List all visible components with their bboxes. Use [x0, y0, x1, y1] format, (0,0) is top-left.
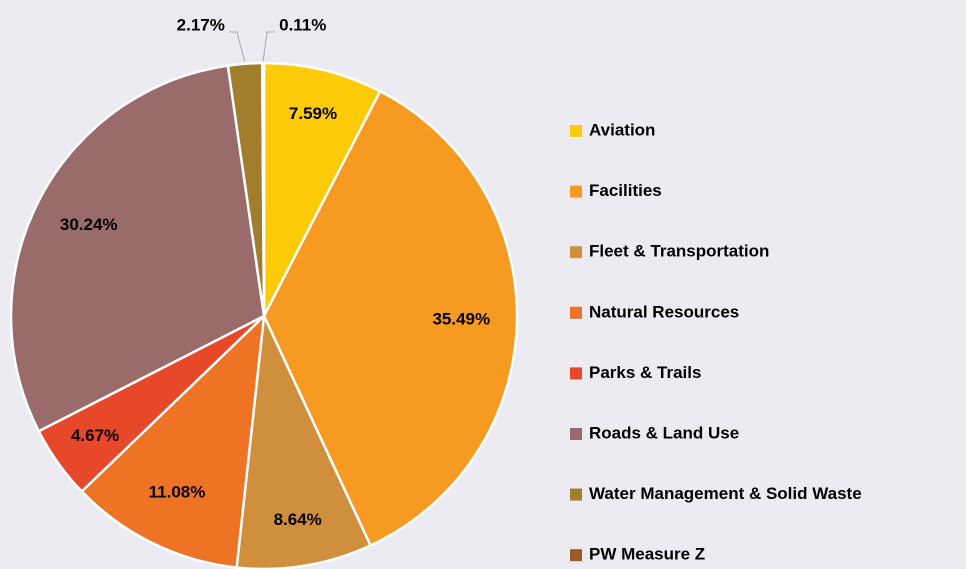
legend-label: Aviation [589, 120, 655, 139]
data-label: 7.59% [289, 104, 337, 123]
data-label: 2.17% [177, 15, 225, 34]
legend-swatch [570, 185, 582, 198]
data-label: 4.67% [71, 426, 119, 445]
data-label: 35.49% [432, 310, 490, 329]
legend-label: Fleet & Transportation [589, 242, 769, 261]
pie-slice [79, 312, 266, 569]
legend-swatch [570, 428, 582, 440]
pie-slice [9, 64, 266, 433]
data-label: 0.11% [279, 15, 326, 34]
legend-label: Facilities [589, 181, 662, 200]
data-label: 11.08% [149, 483, 206, 502]
legend-label: Water Management & Solid Waste [589, 484, 862, 503]
leader-line [262, 31, 276, 62]
pie-slice [262, 89, 519, 548]
legend-swatch [570, 125, 582, 137]
data-label: 8.64% [274, 510, 322, 529]
legend-swatch [570, 306, 582, 319]
legend-label: PW Measure Z [589, 545, 705, 564]
legend-label: Parks & Trails [589, 363, 701, 382]
leader-line [228, 31, 246, 62]
legend-label: Natural Resources [589, 302, 739, 321]
legend-label: Roads & Land Use [589, 423, 739, 442]
data-label: 30.24% [60, 215, 118, 234]
legend-swatch [570, 549, 582, 562]
legend-swatch [570, 367, 582, 380]
legend-swatch [570, 246, 582, 259]
pie-slice [260, 61, 266, 317]
pie-slice [235, 311, 373, 569]
legend-swatch [570, 488, 582, 501]
pie-slice [262, 61, 382, 317]
